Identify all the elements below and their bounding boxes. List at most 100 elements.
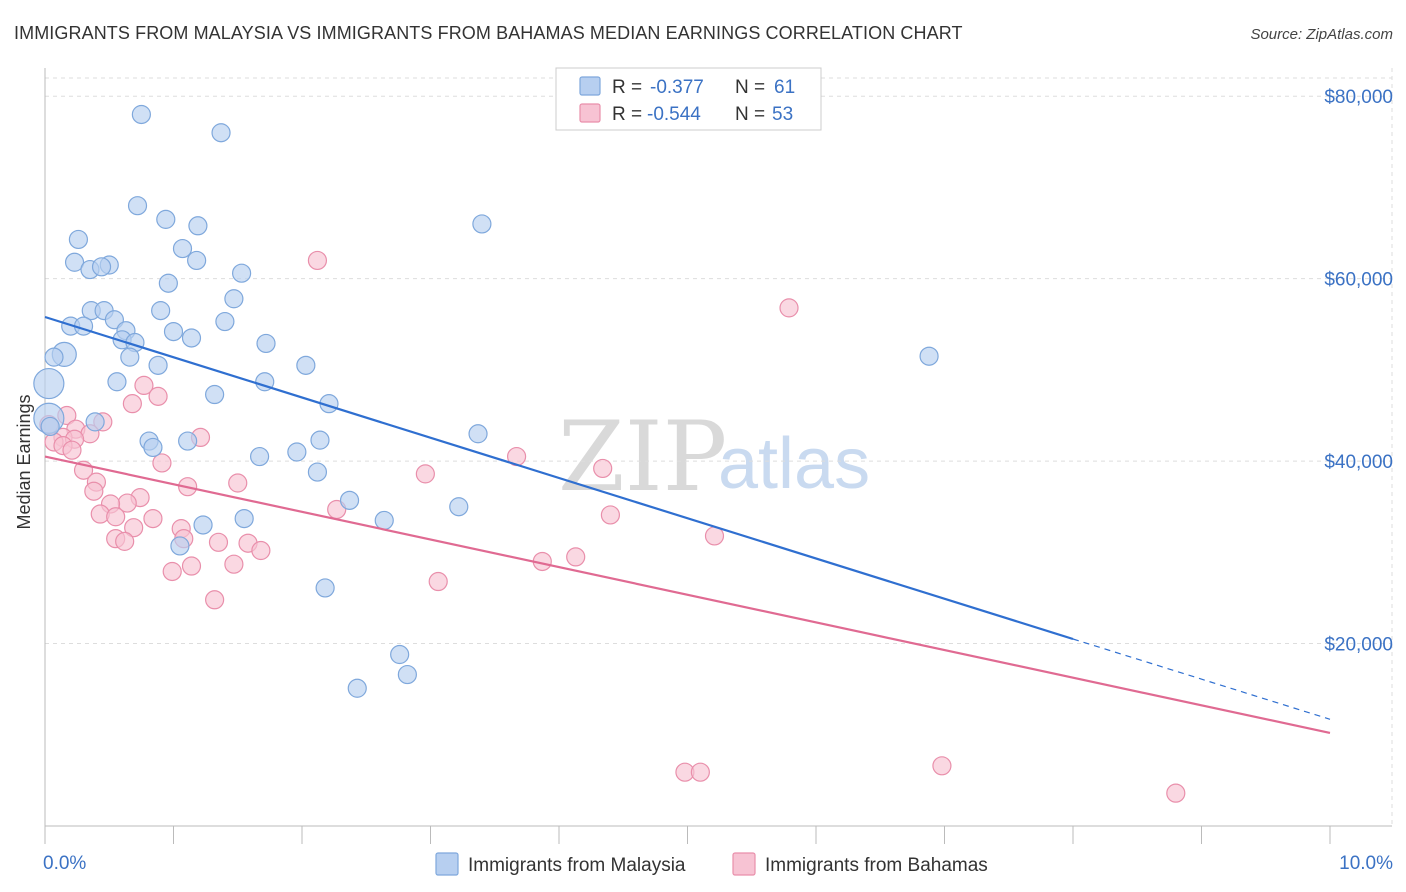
point-malaysia <box>449 497 469 517</box>
series-legend: Immigrants from Malaysia Immigrants from… <box>435 852 988 876</box>
point-malaysia <box>188 216 208 236</box>
tick-label-layer: $20,000 $40,000 $60,000 $80,000 0.0% 10.0% <box>43 87 1393 874</box>
point-malaysia <box>181 328 202 348</box>
point-malaysia <box>178 431 198 451</box>
point-bahamas <box>124 518 144 538</box>
point-malaysia <box>339 490 360 510</box>
y-tick-label: $20,000 <box>1324 635 1393 656</box>
point-bahamas <box>106 507 126 527</box>
point-bahamas <box>593 458 613 479</box>
point-bahamas <box>62 440 82 460</box>
stats-legend: R = -0.377 N = 61 R = -0.544 N = 53 <box>555 67 822 131</box>
point-malaysia <box>234 508 254 529</box>
point-malaysia <box>193 515 213 535</box>
point-malaysia <box>307 462 328 482</box>
point-malaysia <box>44 347 64 367</box>
legend-swatch-malaysia <box>579 76 601 96</box>
trendline-bahamas <box>44 455 1331 735</box>
point-malaysia <box>158 273 178 293</box>
point-malaysia <box>148 355 168 375</box>
point-bahamas <box>181 556 202 576</box>
point-malaysia <box>172 238 193 259</box>
point-malaysia <box>107 372 127 392</box>
y-tick-label: $80,000 <box>1324 87 1393 108</box>
watermark-atlas: atlas <box>718 424 870 504</box>
point-malaysia <box>120 347 140 367</box>
point-bahamas <box>600 505 621 525</box>
point-bahamas <box>205 590 225 610</box>
y-tick-label: $40,000 <box>1324 452 1393 473</box>
point-malaysia <box>151 301 171 321</box>
legend-n-label-malaysia: N = <box>735 77 765 98</box>
point-malaysia <box>85 412 105 432</box>
trendline-malaysia-extension <box>1072 638 1331 720</box>
y-axis-label: Median Earnings <box>14 394 34 529</box>
point-malaysia <box>256 333 276 354</box>
point-bahamas <box>932 756 952 776</box>
point-bahamas <box>307 250 328 271</box>
point-malaysia <box>287 442 307 462</box>
point-bahamas <box>122 394 142 414</box>
series-legend-label-bahamas: Immigrants from Bahamas <box>765 855 988 876</box>
point-malaysia <box>468 424 488 444</box>
watermark-zip: ZIP <box>558 401 727 513</box>
legend-n-value-malaysia: 61 <box>774 77 795 98</box>
chart-title: IMMIGRANTS FROM MALAYSIA VS IMMIGRANTS F… <box>14 23 963 43</box>
point-malaysia <box>127 196 148 216</box>
point-malaysia <box>163 321 184 342</box>
point-malaysia <box>40 416 60 437</box>
point-malaysia <box>347 678 367 698</box>
legend-r-label-malaysia: R = <box>612 77 642 98</box>
point-malaysia <box>91 257 112 277</box>
point-malaysia <box>472 214 492 234</box>
x-tick-label-left: 0.0% <box>43 853 86 874</box>
point-bahamas <box>690 762 710 782</box>
legend-n-label-bahamas: N = <box>735 104 765 125</box>
x-tick-label-right: 10.0% <box>1339 853 1393 874</box>
point-malaysia <box>156 209 176 229</box>
point-malaysia <box>919 346 939 366</box>
point-malaysia <box>131 104 151 125</box>
point-malaysia <box>232 263 252 283</box>
point-bahamas <box>251 540 271 561</box>
point-malaysia <box>215 311 235 332</box>
point-bahamas <box>415 464 435 484</box>
point-bahamas <box>152 453 172 473</box>
point-malaysia <box>374 510 394 531</box>
trend-layer <box>44 315 1331 735</box>
point-malaysia <box>310 430 330 450</box>
legend-swatch-bahamas <box>579 103 601 123</box>
point-malaysia <box>296 355 316 375</box>
series-legend-swatch-bahamas <box>732 852 756 876</box>
point-bahamas <box>134 375 154 396</box>
point-bahamas <box>208 532 229 552</box>
point-bahamas <box>162 561 182 582</box>
point-bahamas <box>428 571 448 592</box>
point-malaysia <box>205 384 225 405</box>
point-malaysia <box>224 289 244 309</box>
point-malaysia <box>211 123 231 143</box>
point-bahamas <box>1166 783 1186 803</box>
point-malaysia <box>315 578 335 598</box>
point-malaysia <box>68 229 89 250</box>
point-malaysia <box>33 367 65 400</box>
point-malaysia <box>170 536 190 556</box>
point-malaysia <box>390 644 410 665</box>
point-bahamas <box>115 531 135 551</box>
y-tick-label: $60,000 <box>1324 270 1393 291</box>
series-legend-swatch-malaysia <box>435 852 459 876</box>
legend-r-value-malaysia: -0.377 <box>650 77 704 98</box>
point-bahamas <box>148 386 168 406</box>
trendline-malaysia <box>44 315 1074 641</box>
point-malaysia <box>397 664 417 685</box>
point-bahamas <box>566 547 586 567</box>
point-bahamas <box>224 554 244 574</box>
point-bahamas <box>228 473 248 493</box>
legend-r-value-bahamas: -0.544 <box>647 104 701 125</box>
point-malaysia <box>249 446 270 467</box>
point-bahamas <box>143 508 163 529</box>
axis-layer <box>44 68 1392 844</box>
point-bahamas <box>84 481 104 501</box>
series-malaysia-points <box>33 104 939 698</box>
